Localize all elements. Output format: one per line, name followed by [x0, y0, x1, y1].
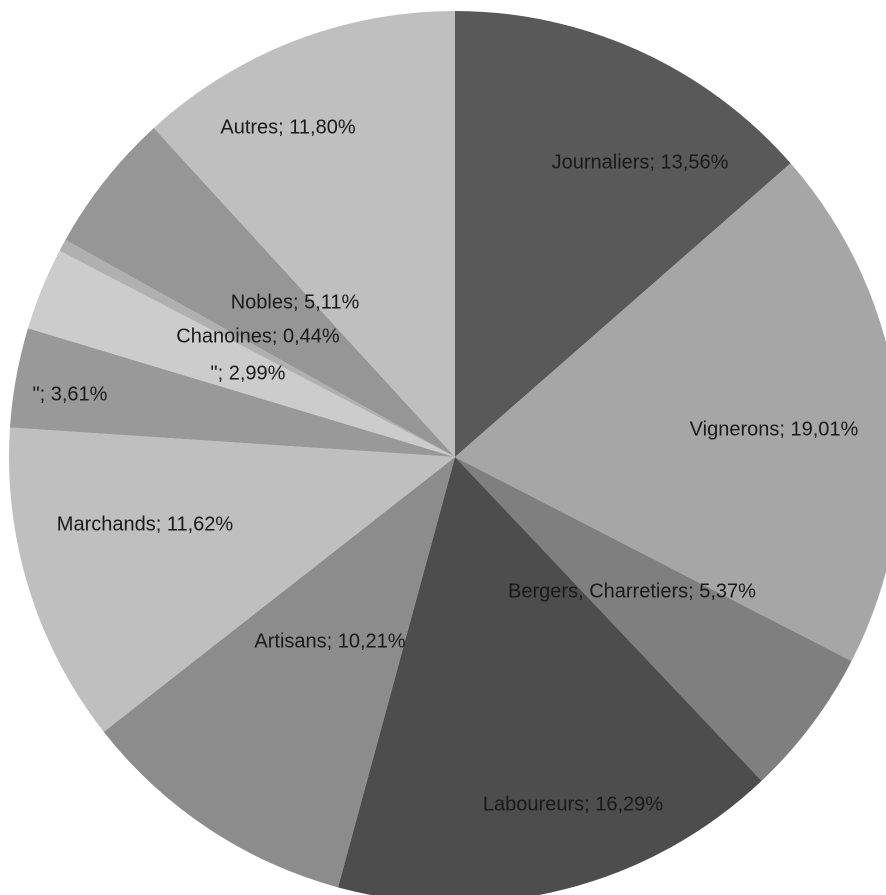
pie-slice: [103, 457, 455, 888]
data-label: Laboureurs; 16,29%: [483, 793, 663, 815]
data-label: "; 3,61%: [33, 383, 108, 405]
pie-slice: [27, 250, 456, 457]
pie-slice: [153, 11, 455, 457]
pie-slice: [455, 163, 886, 662]
data-label: Nobles; 5,11%: [231, 291, 360, 313]
data-label: Journaliers; 13,56%: [552, 151, 729, 173]
pie-slice: [8, 427, 455, 732]
data-label: Autres; 11,80%: [220, 116, 355, 138]
data-label: Marchands; 11,62%: [57, 513, 234, 535]
pie-slice: [59, 239, 456, 457]
pie-slice: [338, 457, 762, 895]
pie-slice: [455, 11, 791, 457]
pie-slice: [9, 328, 456, 457]
data-label: Vignerons; 19,01%: [690, 418, 859, 440]
data-label: "; 2,99%: [211, 362, 286, 384]
data-label: Bergers, Charretiers; 5,37%: [508, 580, 756, 602]
slices: [8, 11, 886, 895]
pie-slice: [65, 128, 455, 457]
data-label: Artisans; 10,21%: [254, 630, 405, 652]
pie-slice: [455, 457, 852, 781]
data-label: Chanoines; 0,44%: [176, 325, 340, 347]
